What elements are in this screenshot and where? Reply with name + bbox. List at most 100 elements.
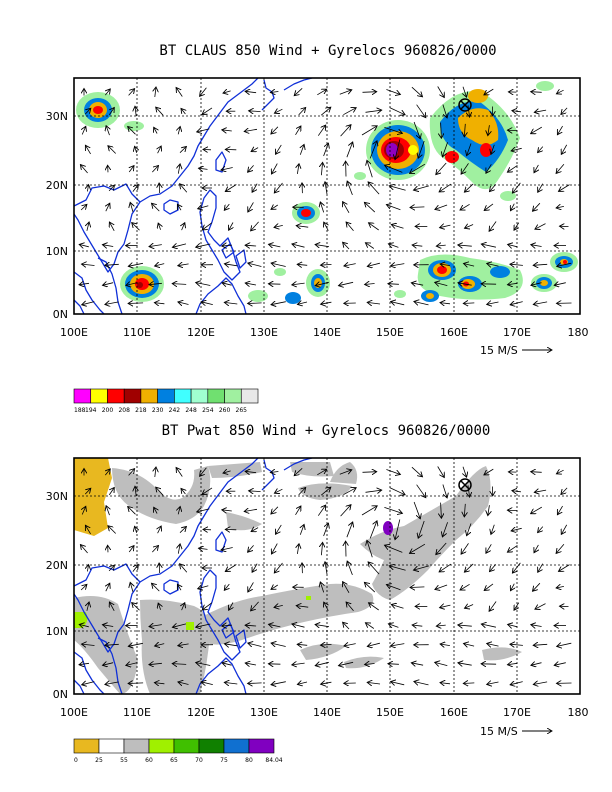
lon-label: 180 bbox=[568, 326, 589, 339]
wind-arrow-icon bbox=[344, 644, 356, 646]
wind-arrow-icon bbox=[274, 605, 283, 607]
panel-1-colorbar: 188 194 200 208 218 230 242 248 254 260 265 bbox=[73, 388, 259, 414]
wind-arrow-icon bbox=[271, 205, 279, 209]
wind-arrow-icon bbox=[412, 625, 423, 626]
wind-arrow-icon bbox=[340, 505, 351, 517]
colorbar-label: 188 bbox=[74, 407, 86, 414]
wind-arrow-icon bbox=[487, 302, 499, 304]
lon-label: 160E bbox=[440, 326, 468, 339]
wind-arrow-icon bbox=[325, 562, 327, 575]
wind-arrow-icon bbox=[155, 644, 165, 646]
wind-arrow-icon bbox=[321, 302, 332, 304]
wind-arrow-icon bbox=[106, 506, 109, 516]
wind-arrow-icon bbox=[437, 466, 445, 478]
wind-arrow-icon bbox=[295, 506, 301, 516]
wind-arrow-icon bbox=[222, 510, 232, 511]
wind-arrow-icon bbox=[531, 506, 543, 514]
wind-arrow-icon bbox=[418, 140, 425, 158]
colorbar-label: 200 bbox=[102, 407, 114, 414]
wind-arrow-icon bbox=[367, 302, 381, 304]
wind-arrow-icon bbox=[414, 185, 430, 190]
wind-arrow-icon bbox=[132, 223, 140, 231]
wind-arrow-icon bbox=[460, 203, 470, 210]
wind-arrow-icon bbox=[317, 125, 325, 136]
wind-arrow-icon bbox=[508, 663, 518, 664]
wind-arrow-icon bbox=[317, 469, 326, 476]
colorbar-swatch bbox=[240, 388, 259, 404]
wind-arrow-icon bbox=[109, 602, 115, 611]
wind-arrow-icon bbox=[149, 283, 162, 284]
wind-arrow-icon bbox=[201, 682, 213, 685]
wind-arrow-icon bbox=[391, 225, 404, 229]
wind-arrow-icon bbox=[538, 526, 543, 533]
colorbar-swatch bbox=[224, 388, 242, 404]
wind-arrow-icon bbox=[294, 88, 303, 95]
wind-arrow-icon bbox=[346, 142, 353, 158]
lon-label: 150E bbox=[376, 706, 404, 719]
lat-label: 0N bbox=[53, 308, 68, 321]
wind-arrow-icon bbox=[410, 207, 425, 208]
panel-2-title: BT Pwat 850 Wind + Gyrelocs 960826/0000 bbox=[162, 423, 491, 439]
wind-arrow-icon bbox=[199, 548, 208, 549]
wind-arrow-icon bbox=[534, 164, 538, 173]
wind-arrow-icon bbox=[274, 225, 283, 227]
wind-arrow-icon bbox=[180, 184, 188, 193]
wind-arrow-icon bbox=[172, 624, 187, 627]
wind-arrow-icon bbox=[386, 89, 400, 95]
wind-arrow-icon bbox=[106, 203, 110, 212]
wind-arrow-icon bbox=[440, 605, 451, 608]
wind-arrow-icon bbox=[159, 183, 160, 194]
wind-arrow-icon bbox=[490, 564, 497, 571]
wind-arrow-icon bbox=[414, 302, 429, 305]
wind-arrow-icon bbox=[465, 605, 474, 609]
wind-arrow-icon bbox=[511, 583, 515, 591]
wind-arrow-icon bbox=[129, 166, 134, 173]
wind-arrow-icon bbox=[531, 625, 542, 627]
wind-arrow-icon bbox=[538, 563, 544, 573]
wind-arrow-icon bbox=[105, 644, 119, 645]
wind-arrow-icon bbox=[343, 242, 350, 250]
wind-arrow-icon bbox=[389, 186, 406, 191]
wind-arrow-icon bbox=[128, 683, 144, 684]
wind-arrow-icon bbox=[79, 663, 90, 664]
wind-arrow-icon bbox=[321, 264, 332, 265]
wind-arrow-icon bbox=[128, 127, 136, 135]
wind-arrow-icon bbox=[442, 484, 447, 498]
wind-arrow-icon bbox=[154, 507, 157, 514]
wind-arrow-icon bbox=[323, 143, 329, 157]
wind-arrow-icon bbox=[80, 165, 88, 174]
wind-arrow-icon bbox=[339, 470, 352, 475]
wind-arrow-icon bbox=[292, 244, 305, 247]
wind-arrow-icon bbox=[339, 662, 354, 665]
wind-arrow-icon bbox=[315, 625, 329, 627]
wind-arrow-icon bbox=[105, 302, 119, 305]
wind-arrow-icon bbox=[391, 264, 405, 266]
wind-arrow-icon bbox=[508, 283, 518, 284]
wind-arrow-icon bbox=[132, 184, 138, 192]
wind-arrow-icon bbox=[87, 185, 88, 192]
wind-arrow-icon bbox=[82, 644, 95, 645]
wind-arrow-icon bbox=[463, 683, 475, 684]
wind-arrow-icon bbox=[317, 505, 325, 516]
wind-arrow-icon bbox=[79, 283, 90, 284]
wind-arrow-icon bbox=[297, 544, 299, 554]
lon-label: 120E bbox=[187, 706, 215, 719]
wind-arrow-icon bbox=[172, 664, 187, 665]
wind-arrow-icon bbox=[274, 562, 283, 573]
wind-arrow-icon bbox=[463, 466, 467, 477]
wind-arrow-icon bbox=[295, 126, 301, 136]
wind-arrow-icon bbox=[411, 86, 423, 97]
wind-arrow-icon bbox=[296, 226, 309, 228]
wind-arrow-icon bbox=[365, 110, 382, 112]
wind-arrow-icon bbox=[269, 244, 281, 247]
colorbar-label: 194 bbox=[85, 407, 97, 414]
wind-arrow-icon bbox=[512, 111, 521, 112]
wind-arrow-icon bbox=[364, 202, 376, 213]
wind-arrow-icon bbox=[129, 546, 134, 553]
wind-arrow-icon bbox=[557, 263, 572, 266]
wind-arrow-icon bbox=[271, 643, 286, 646]
wind-arrow-icon bbox=[315, 282, 329, 285]
wind-arrow-icon bbox=[80, 204, 87, 211]
wind-arrow-icon bbox=[108, 526, 116, 534]
wind-arrow-icon bbox=[533, 302, 548, 305]
